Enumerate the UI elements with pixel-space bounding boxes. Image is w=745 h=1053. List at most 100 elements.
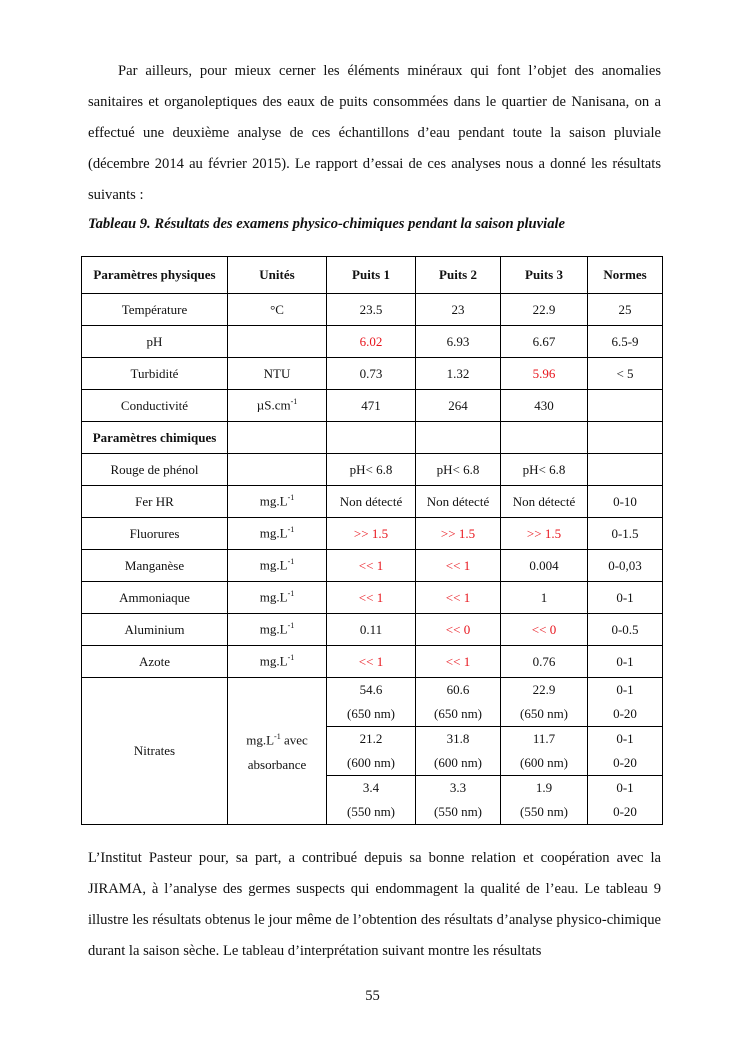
value-cell: pH< 6.8: [415, 453, 501, 486]
value-cell: 0-1 0-20: [587, 726, 663, 776]
unit-cell: mg.L-1: [227, 581, 327, 614]
value-cell: 6.93: [415, 325, 501, 358]
value-cell: >> 1.5: [500, 517, 588, 550]
unit-cell: mg.L-1 avec absorbance: [227, 677, 327, 825]
value-cell: << 1: [326, 549, 416, 582]
value-cell: 0-1: [587, 581, 663, 614]
value-cell: < 5: [587, 357, 663, 390]
value-cell: Non détecté: [500, 485, 588, 518]
table-row: Fer HR mg.L-1 Non détecté Non détecté Non dé…: [81, 485, 663, 518]
table-caption: Tableau 9. Résultats des examens physico…: [88, 216, 566, 232]
value-cell: 3.3 (550 nm): [415, 775, 501, 825]
value-cell: [326, 421, 416, 454]
value-cell: 6.67: [500, 325, 588, 358]
table-header-row: Paramètres physiques Unités Puits 1 Puits 2…: [81, 256, 663, 294]
table-row: Azote mg.L-1 << 1 << 1 0.76 0-1: [81, 645, 663, 678]
value-cell: << 1: [415, 549, 501, 582]
value-cell: << 1: [415, 581, 501, 614]
value-cell: 23: [415, 293, 501, 326]
nitrates-row: Nitrates mg.L-1 avec absorbance 54.6 (650 n…: [81, 677, 663, 825]
value-cell: 60.6 (650 nm): [415, 677, 501, 727]
unit-cell: °C: [227, 293, 327, 326]
parameter-cell: Nitrates: [81, 677, 228, 825]
value-cell: [587, 389, 663, 422]
value-cell: 31.8 (600 nm): [415, 726, 501, 776]
table-row: Rouge de phénol pH< 6.8 pH< 6.8 pH< 6.8: [81, 453, 663, 486]
value-cell: 22.9 (650 nm): [500, 677, 588, 727]
results-table: Paramètres physiques Unités Puits 1 Puits 2…: [81, 256, 663, 825]
intro-paragraph: Par ailleurs, pour mieux cerner les élém…: [88, 63, 661, 203]
value-cell: 22.9: [500, 293, 588, 326]
value-cell: << 0: [415, 613, 501, 646]
table-row: pH 6.02 6.93 6.67 6.5-9: [81, 325, 663, 358]
table-row: Paramètres chimiques: [81, 421, 663, 454]
unit-cell: mg.L-1: [227, 517, 327, 550]
header-cell: Puits 2: [415, 256, 501, 294]
unit-cell: mg.L-1: [227, 613, 327, 646]
value-cell: << 1: [326, 581, 416, 614]
parameter-cell: Température: [81, 293, 228, 326]
value-cell: << 1: [415, 645, 501, 678]
value-cell: 0-1.5: [587, 517, 663, 550]
header-cell: Puits 1: [326, 256, 416, 294]
value-cell: 0-1 0-20: [587, 677, 663, 727]
parameter-cell: Rouge de phénol: [81, 453, 228, 486]
table-row: Turbidité NTU 0.73 1.32 5.96 < 5: [81, 357, 663, 390]
table-row: Manganèse mg.L-1 << 1 << 1 0.004 0-0,03: [81, 549, 663, 582]
value-cell: 1.32: [415, 357, 501, 390]
nitrates-row: 3.4 (550 nm) 3.3 (550 nm) 1.9 (550 nm) 0-1 0-20: [82, 775, 663, 825]
value-cell: 1: [500, 581, 588, 614]
value-cell: 0.73: [326, 357, 416, 390]
header-cell: Puits 3: [500, 256, 588, 294]
parameter-cell: Azote: [81, 645, 228, 678]
value-cell: [500, 421, 588, 454]
value-cell: 25: [587, 293, 663, 326]
value-cell: [587, 421, 663, 454]
value-cell: 264: [415, 389, 501, 422]
value-cell: Non détecté: [326, 485, 416, 518]
value-cell: 6.5-9: [587, 325, 663, 358]
value-cell: [415, 421, 501, 454]
value-cell: 430: [500, 389, 588, 422]
header-cell: Unités: [227, 256, 327, 294]
header-cell: Normes: [587, 256, 663, 294]
value-cell: pH< 6.8: [500, 453, 588, 486]
value-cell: 0-1 0-20: [587, 775, 663, 825]
unit-cell: mg.L-1: [227, 485, 327, 518]
unit-cell: [227, 453, 327, 486]
pasteur-paragraph: L’Institut Pasteur pour, sa part, a cont…: [88, 850, 661, 959]
value-cell: 0.004: [500, 549, 588, 582]
value-cell: 3.4 (550 nm): [326, 775, 416, 825]
table-row: Température °C 23.5 23 22.9 25: [81, 293, 663, 326]
nitrates-row: 21.2 (600 nm) 31.8 (600 nm) 11.7 (600 nm) 0-1 0…: [82, 726, 663, 776]
value-cell: >> 1.5: [415, 517, 501, 550]
value-cell: Non détecté: [415, 485, 501, 518]
parameter-cell: Aluminium: [81, 613, 228, 646]
value-cell: 0-0.5: [587, 613, 663, 646]
table-row: Fluorures mg.L-1 >> 1.5 >> 1.5 >> 1.5 0-1.5: [81, 517, 663, 550]
parameter-cell: Conductivité: [81, 389, 228, 422]
page-number: 55: [365, 988, 380, 1004]
table-row: Conductivité µS.cm-1 471 264 430: [81, 389, 663, 422]
value-cell: pH< 6.8: [326, 453, 416, 486]
value-cell: 0-10: [587, 485, 663, 518]
value-cell: << 0: [500, 613, 588, 646]
parameter-cell: Manganèse: [81, 549, 228, 582]
value-cell: 11.7 (600 nm): [500, 726, 588, 776]
parameter-cell: pH: [81, 325, 228, 358]
parameter-cell: Paramètres chimiques: [81, 421, 228, 454]
value-cell: 5.96: [500, 357, 588, 390]
value-cell: >> 1.5: [326, 517, 416, 550]
table-row: Ammoniaque mg.L-1 << 1 << 1 1 0-1: [81, 581, 663, 614]
parameter-cell: Ammoniaque: [81, 581, 228, 614]
table-row: Aluminium mg.L-1 0.11 << 0 << 0 0-0.5: [81, 613, 663, 646]
value-cell: 0-1: [587, 645, 663, 678]
value-cell: 21.2 (600 nm): [326, 726, 416, 776]
value-cell: 0-0,03: [587, 549, 663, 582]
unit-cell: mg.L-1: [227, 549, 327, 582]
unit-cell: NTU: [227, 357, 327, 390]
parameter-cell: Turbidité: [81, 357, 228, 390]
value-cell: 6.02: [326, 325, 416, 358]
parameter-cell: Fer HR: [81, 485, 228, 518]
unit-cell: [227, 325, 327, 358]
